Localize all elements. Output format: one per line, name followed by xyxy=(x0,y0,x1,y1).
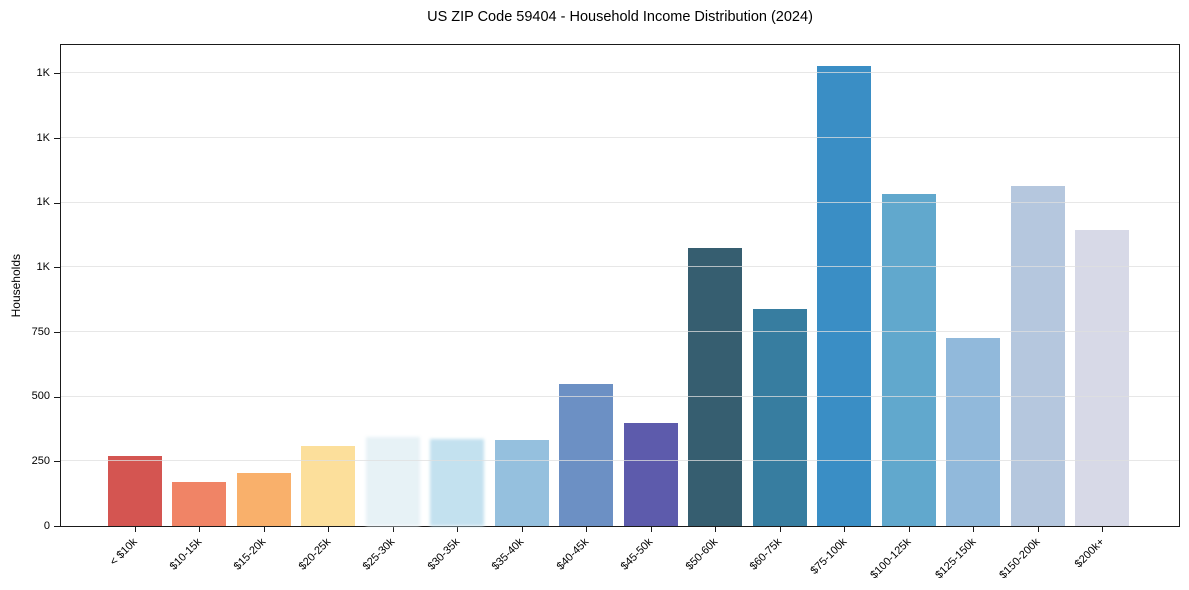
gridline-y-500 xyxy=(61,395,1179,397)
bar-$100-125k xyxy=(881,193,936,526)
gridline-y-1500 xyxy=(61,137,1179,139)
x-tick-mark xyxy=(650,527,652,532)
x-tick-label-text: $40-45k xyxy=(554,536,591,573)
bar-$40-45k xyxy=(559,383,613,526)
y-tick-label: 0 xyxy=(43,519,50,532)
x-tick-label-text: $60-75k xyxy=(747,536,785,573)
bar-$15-20k xyxy=(236,472,291,526)
bar-$50-60k xyxy=(688,248,742,526)
x-tick-mark xyxy=(844,527,845,532)
y-tick-label: 1K xyxy=(36,131,50,144)
x-tick-mark xyxy=(134,527,136,532)
y-tick-label: 250 xyxy=(31,454,50,467)
bar-$45-50k xyxy=(623,422,678,526)
x-tick-mark xyxy=(715,527,716,532)
plot-area xyxy=(60,44,1180,527)
bar-$20-25k xyxy=(301,446,355,526)
x-tick-mark xyxy=(521,527,523,532)
x-tick-label-text: $20-25k xyxy=(296,536,333,573)
x-tick-label-text: $50-60k xyxy=(683,536,720,573)
y-tick-label: 500 xyxy=(31,390,50,403)
x-tick-mark xyxy=(263,527,265,532)
x-tick-mark xyxy=(1037,527,1039,532)
x-tick-mark xyxy=(779,527,781,532)
x-tick-label-text: $75-100k xyxy=(808,536,849,577)
y-tick-mark xyxy=(54,396,60,398)
x-tick-mark xyxy=(457,527,458,532)
y-tick-label: 1K xyxy=(36,196,50,209)
x-tick-label-text: $30-35k xyxy=(425,536,462,573)
x-tick-mark xyxy=(1102,527,1103,532)
x-tick-label-text: $15-20k xyxy=(231,536,269,573)
gridline-y-1750 xyxy=(61,72,1179,74)
y-tick-mark xyxy=(54,332,60,333)
y-tick-label: 750 xyxy=(31,325,50,338)
bar-< $10k xyxy=(107,456,162,526)
x-tick-label-text: $45-50k xyxy=(618,536,656,573)
x-tick-mark xyxy=(908,527,910,532)
y-tick-mark xyxy=(54,73,60,75)
x-tick-label-text: $25-30k xyxy=(360,536,398,573)
x-tick-mark xyxy=(199,527,200,532)
x-tick-mark xyxy=(586,527,587,532)
bar-$35-40k xyxy=(494,439,549,526)
bar-$75-100k xyxy=(817,65,871,526)
x-tick-label-text: < $10k xyxy=(107,536,140,569)
x-tick-mark xyxy=(973,527,974,532)
y-tick-mark xyxy=(54,138,60,140)
gridline-y-750 xyxy=(61,331,1179,332)
bar-$60-75k xyxy=(752,308,807,526)
x-tick-label-text: $200k+ xyxy=(1072,536,1107,571)
chart-title: US ZIP Code 59404 - Household Income Dis… xyxy=(427,9,813,25)
bar-$10-15k xyxy=(172,481,226,526)
y-tick-mark xyxy=(54,202,60,204)
gridline-y-1250 xyxy=(61,201,1179,203)
bar-$25-30k xyxy=(365,437,420,526)
gridline-y-1000 xyxy=(61,266,1179,268)
bar-$30-35k xyxy=(430,438,484,526)
x-tick-label-text: $35-40k xyxy=(489,536,527,573)
y-tick-mark xyxy=(54,526,60,527)
x-tick-label-text: $100-125k xyxy=(868,536,914,582)
bar-$125-150k xyxy=(946,338,1000,526)
x-tick-label-text: $150-200k xyxy=(997,536,1043,582)
x-tick-mark xyxy=(328,527,329,532)
y-tick-mark xyxy=(54,461,60,463)
bar-$200k+ xyxy=(1075,229,1129,526)
x-tick-label-text: $125-150k xyxy=(932,536,978,582)
x-tick-label-text: $10-15k xyxy=(167,536,204,573)
gridline-y-250 xyxy=(61,460,1179,462)
y-tick-mark xyxy=(54,267,60,269)
x-tick-mark xyxy=(392,527,394,532)
y-tick-label: 1K xyxy=(36,66,50,79)
bar-$150-200k xyxy=(1010,185,1065,526)
y-tick-label: 1K xyxy=(36,260,50,273)
